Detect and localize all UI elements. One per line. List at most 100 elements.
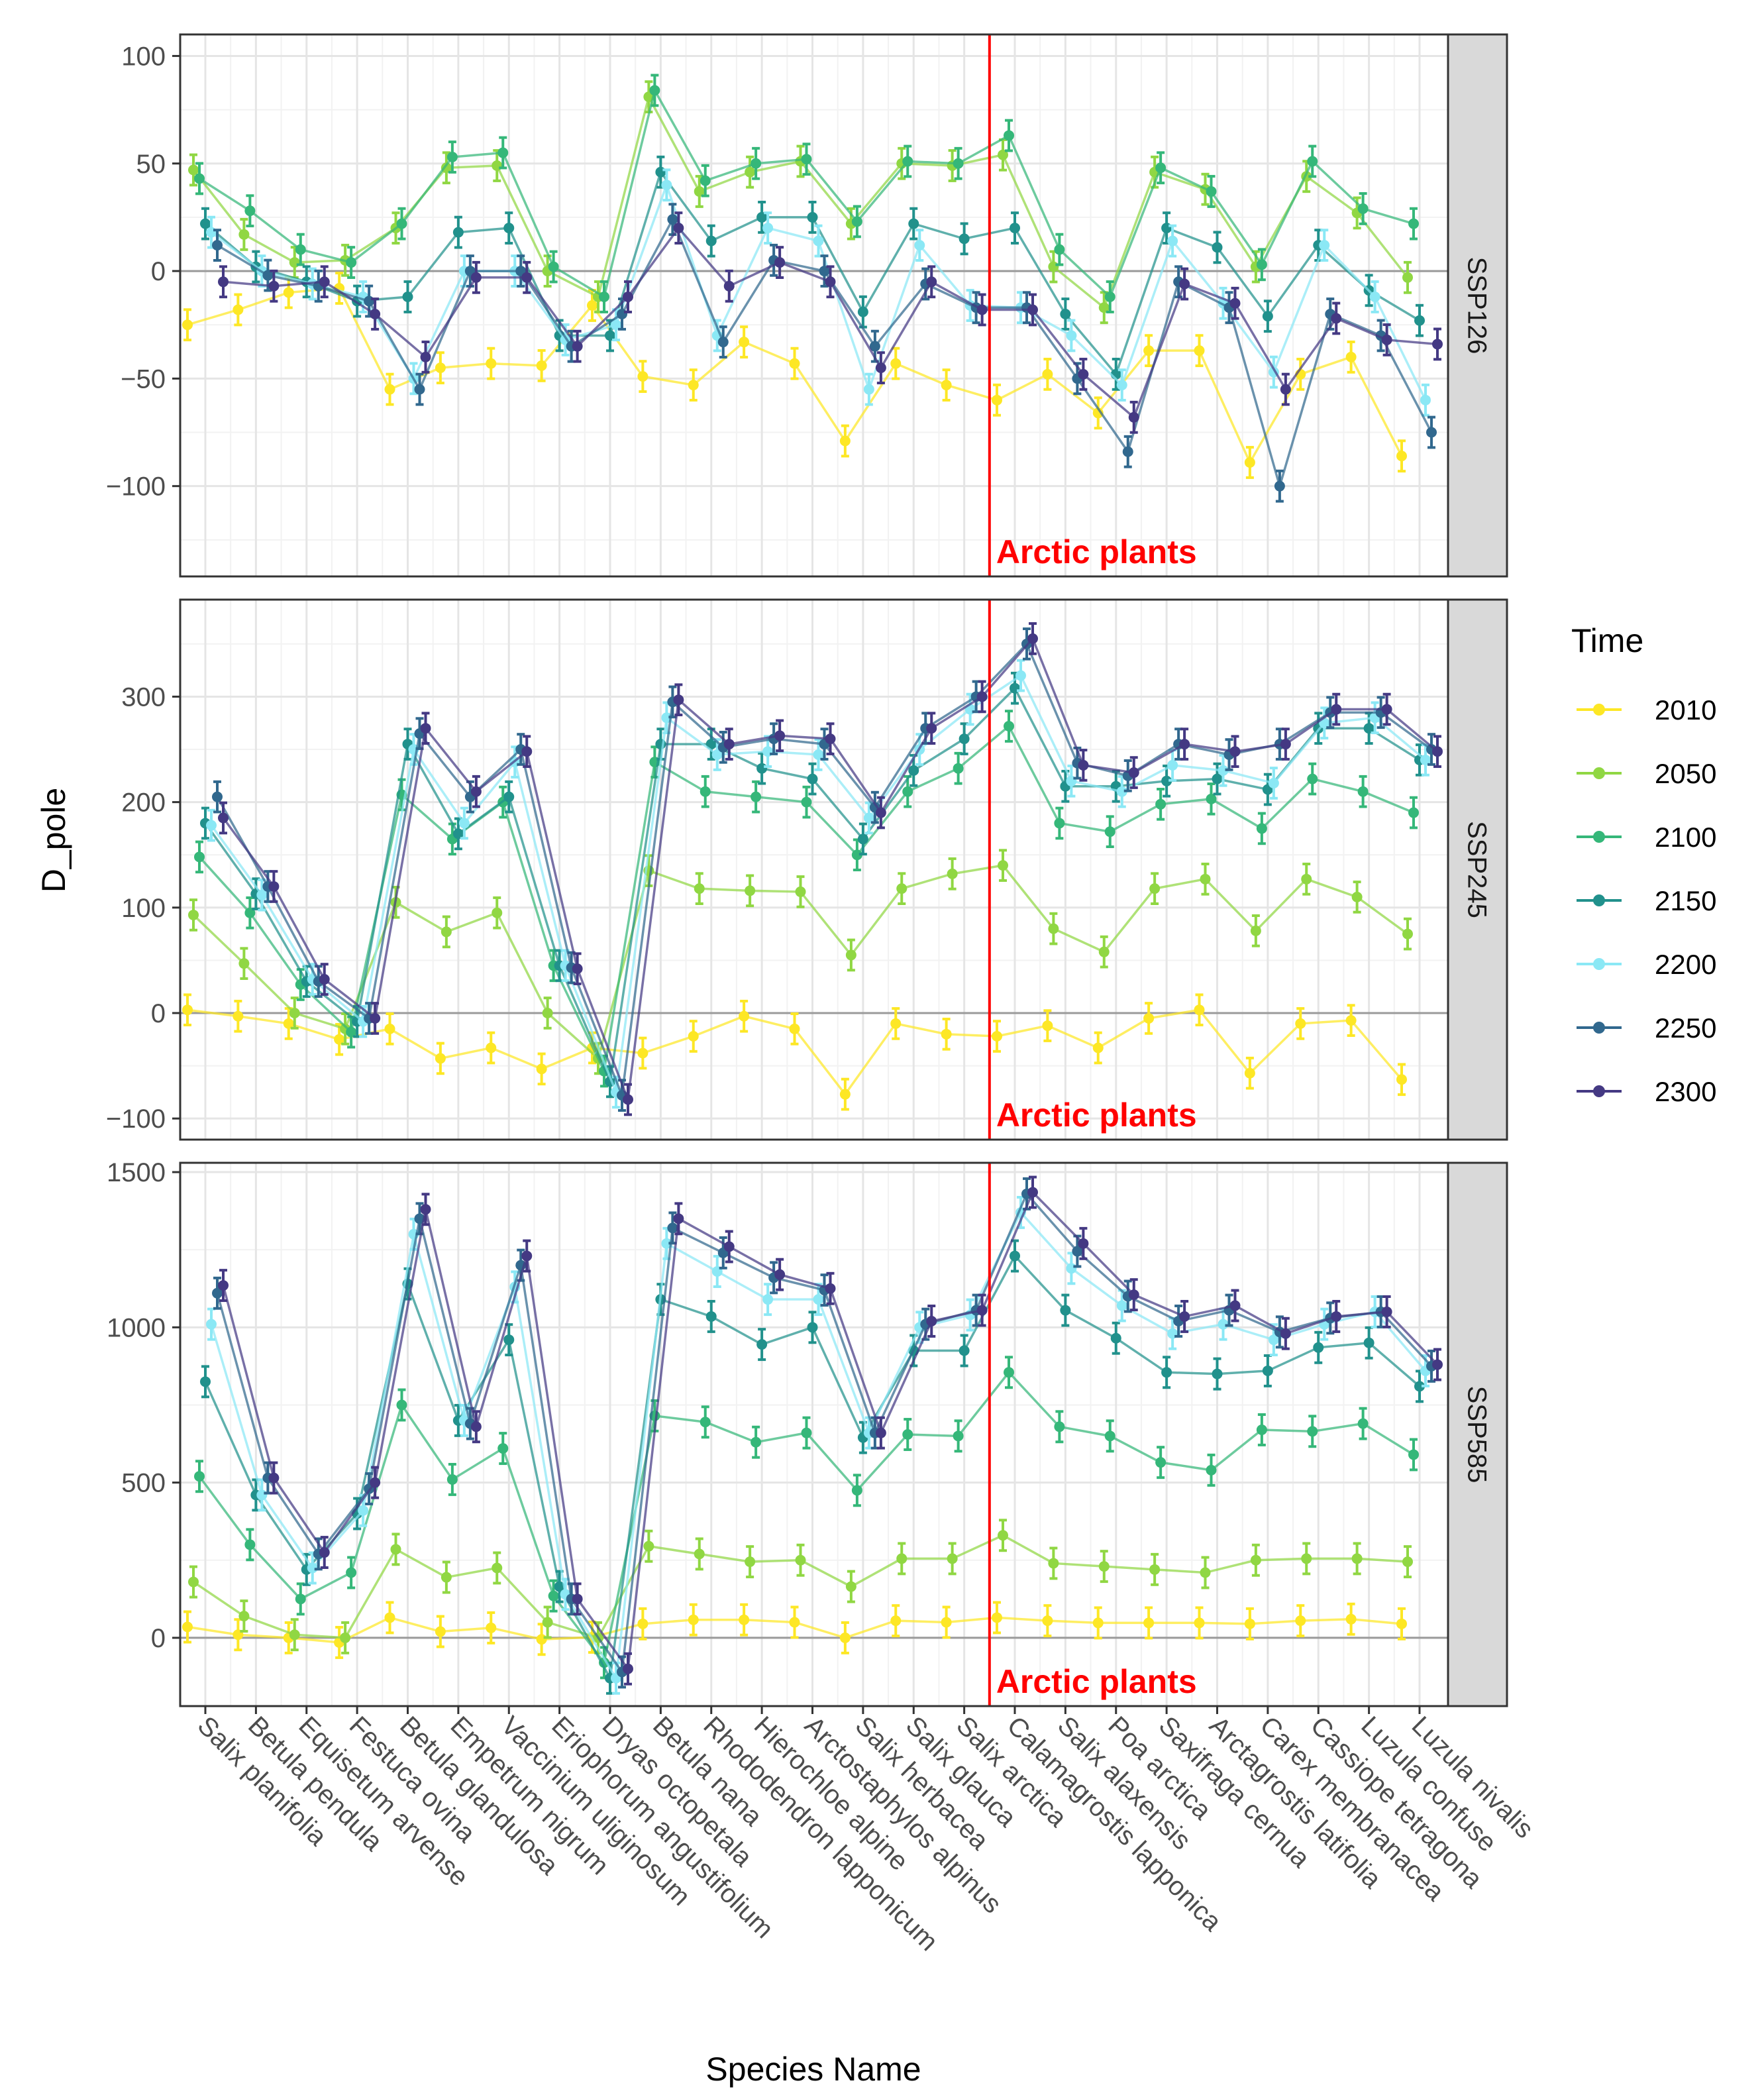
y-tick-label: 0 (151, 257, 166, 286)
data-point (319, 1547, 330, 1558)
data-point (1042, 1020, 1053, 1032)
data-point (200, 1376, 211, 1387)
data-point (774, 1269, 786, 1280)
data-point (1408, 807, 1419, 818)
data-point (1402, 1556, 1413, 1568)
data-point (1167, 759, 1178, 771)
panel-background (180, 600, 1448, 1140)
data-point (896, 1553, 908, 1564)
data-point (694, 883, 705, 894)
data-point (283, 1018, 294, 1029)
data-point (1402, 928, 1413, 940)
data-point (503, 223, 515, 234)
data-point (1381, 1306, 1392, 1317)
facet-strip (1447, 1161, 1508, 1707)
data-point (452, 828, 464, 839)
data-point (1179, 739, 1190, 750)
legend: Time 2010 2050 2100 2150 2200 2250 2300 (1571, 622, 1716, 1107)
data-point (890, 1615, 902, 1627)
data-point (206, 227, 217, 238)
data-point (1015, 670, 1026, 681)
data-point (1206, 1464, 1217, 1476)
data-point (1155, 798, 1167, 810)
data-point (1010, 1250, 1020, 1262)
legend-key-point (1593, 767, 1605, 779)
data-point (486, 1622, 497, 1633)
data-point (262, 270, 274, 281)
data-point (992, 1031, 1002, 1042)
panel-background (180, 1163, 1448, 1706)
data-point (1078, 759, 1089, 771)
y-tick-label: −100 (106, 1104, 166, 1134)
data-point (673, 223, 684, 234)
data-point (751, 1436, 762, 1448)
data-point (1206, 186, 1217, 197)
y-axis-title: D_pole (35, 788, 72, 892)
data-point (623, 1094, 633, 1105)
data-point (667, 214, 678, 225)
data-point (617, 308, 627, 319)
data-point (1229, 297, 1241, 309)
data-point (1098, 1561, 1110, 1572)
data-point (1396, 451, 1407, 462)
data-point (218, 276, 229, 288)
data-point (188, 164, 199, 176)
data-point (384, 1023, 395, 1034)
arctic-plants-label: Arctic plants (996, 533, 1197, 570)
data-point (1078, 368, 1089, 380)
data-point (700, 175, 711, 186)
data-point (1066, 1263, 1077, 1274)
data-point (845, 1581, 856, 1592)
data-point (941, 1617, 952, 1628)
data-point (1250, 925, 1261, 936)
data-point (206, 820, 217, 831)
data-point (346, 1567, 357, 1578)
data-point (1268, 1334, 1279, 1346)
data-point (548, 261, 559, 272)
data-point (1212, 242, 1223, 253)
data-point (1128, 767, 1139, 779)
legend-label: 2300 (1655, 1076, 1716, 1107)
data-point (875, 362, 886, 374)
data-point (1345, 1613, 1357, 1625)
data-point (194, 1471, 205, 1482)
data-point (1212, 773, 1223, 784)
data-point (1396, 1074, 1407, 1085)
data-point (446, 152, 458, 163)
data-point (1345, 351, 1357, 362)
data-point (1027, 633, 1038, 644)
data-point (1072, 1246, 1083, 1257)
data-point (1104, 292, 1115, 303)
facet-label-ssp245: SSP245 (1463, 821, 1492, 918)
data-point (605, 330, 615, 341)
legend-item-2150: 2150 (1577, 885, 1716, 916)
data-point (1262, 1365, 1273, 1376)
data-point (1345, 1015, 1357, 1026)
data-point (762, 223, 774, 234)
data-point (218, 1280, 229, 1291)
data-point (384, 384, 395, 395)
data-point (1054, 244, 1065, 255)
data-point (1301, 1553, 1312, 1564)
data-point (1396, 1618, 1407, 1629)
data-point (959, 233, 970, 244)
data-point (1432, 339, 1443, 350)
legend-key-point (1593, 1085, 1605, 1097)
series-2300 (218, 622, 1443, 1116)
data-point (1229, 1300, 1241, 1311)
data-point (649, 85, 660, 96)
legend-label: 2010 (1655, 694, 1716, 726)
data-point (307, 1562, 318, 1574)
data-point (1143, 1012, 1155, 1024)
data-point (1420, 754, 1431, 765)
data-point (825, 276, 836, 288)
data-point (890, 358, 902, 369)
data-point (1357, 786, 1369, 797)
data-point (1060, 1305, 1071, 1316)
data-point (801, 154, 812, 165)
y-tick-label: 1000 (107, 1313, 166, 1342)
data-point (599, 1657, 609, 1668)
data-point (705, 1311, 717, 1322)
data-point (212, 240, 223, 251)
data-point (705, 739, 717, 750)
